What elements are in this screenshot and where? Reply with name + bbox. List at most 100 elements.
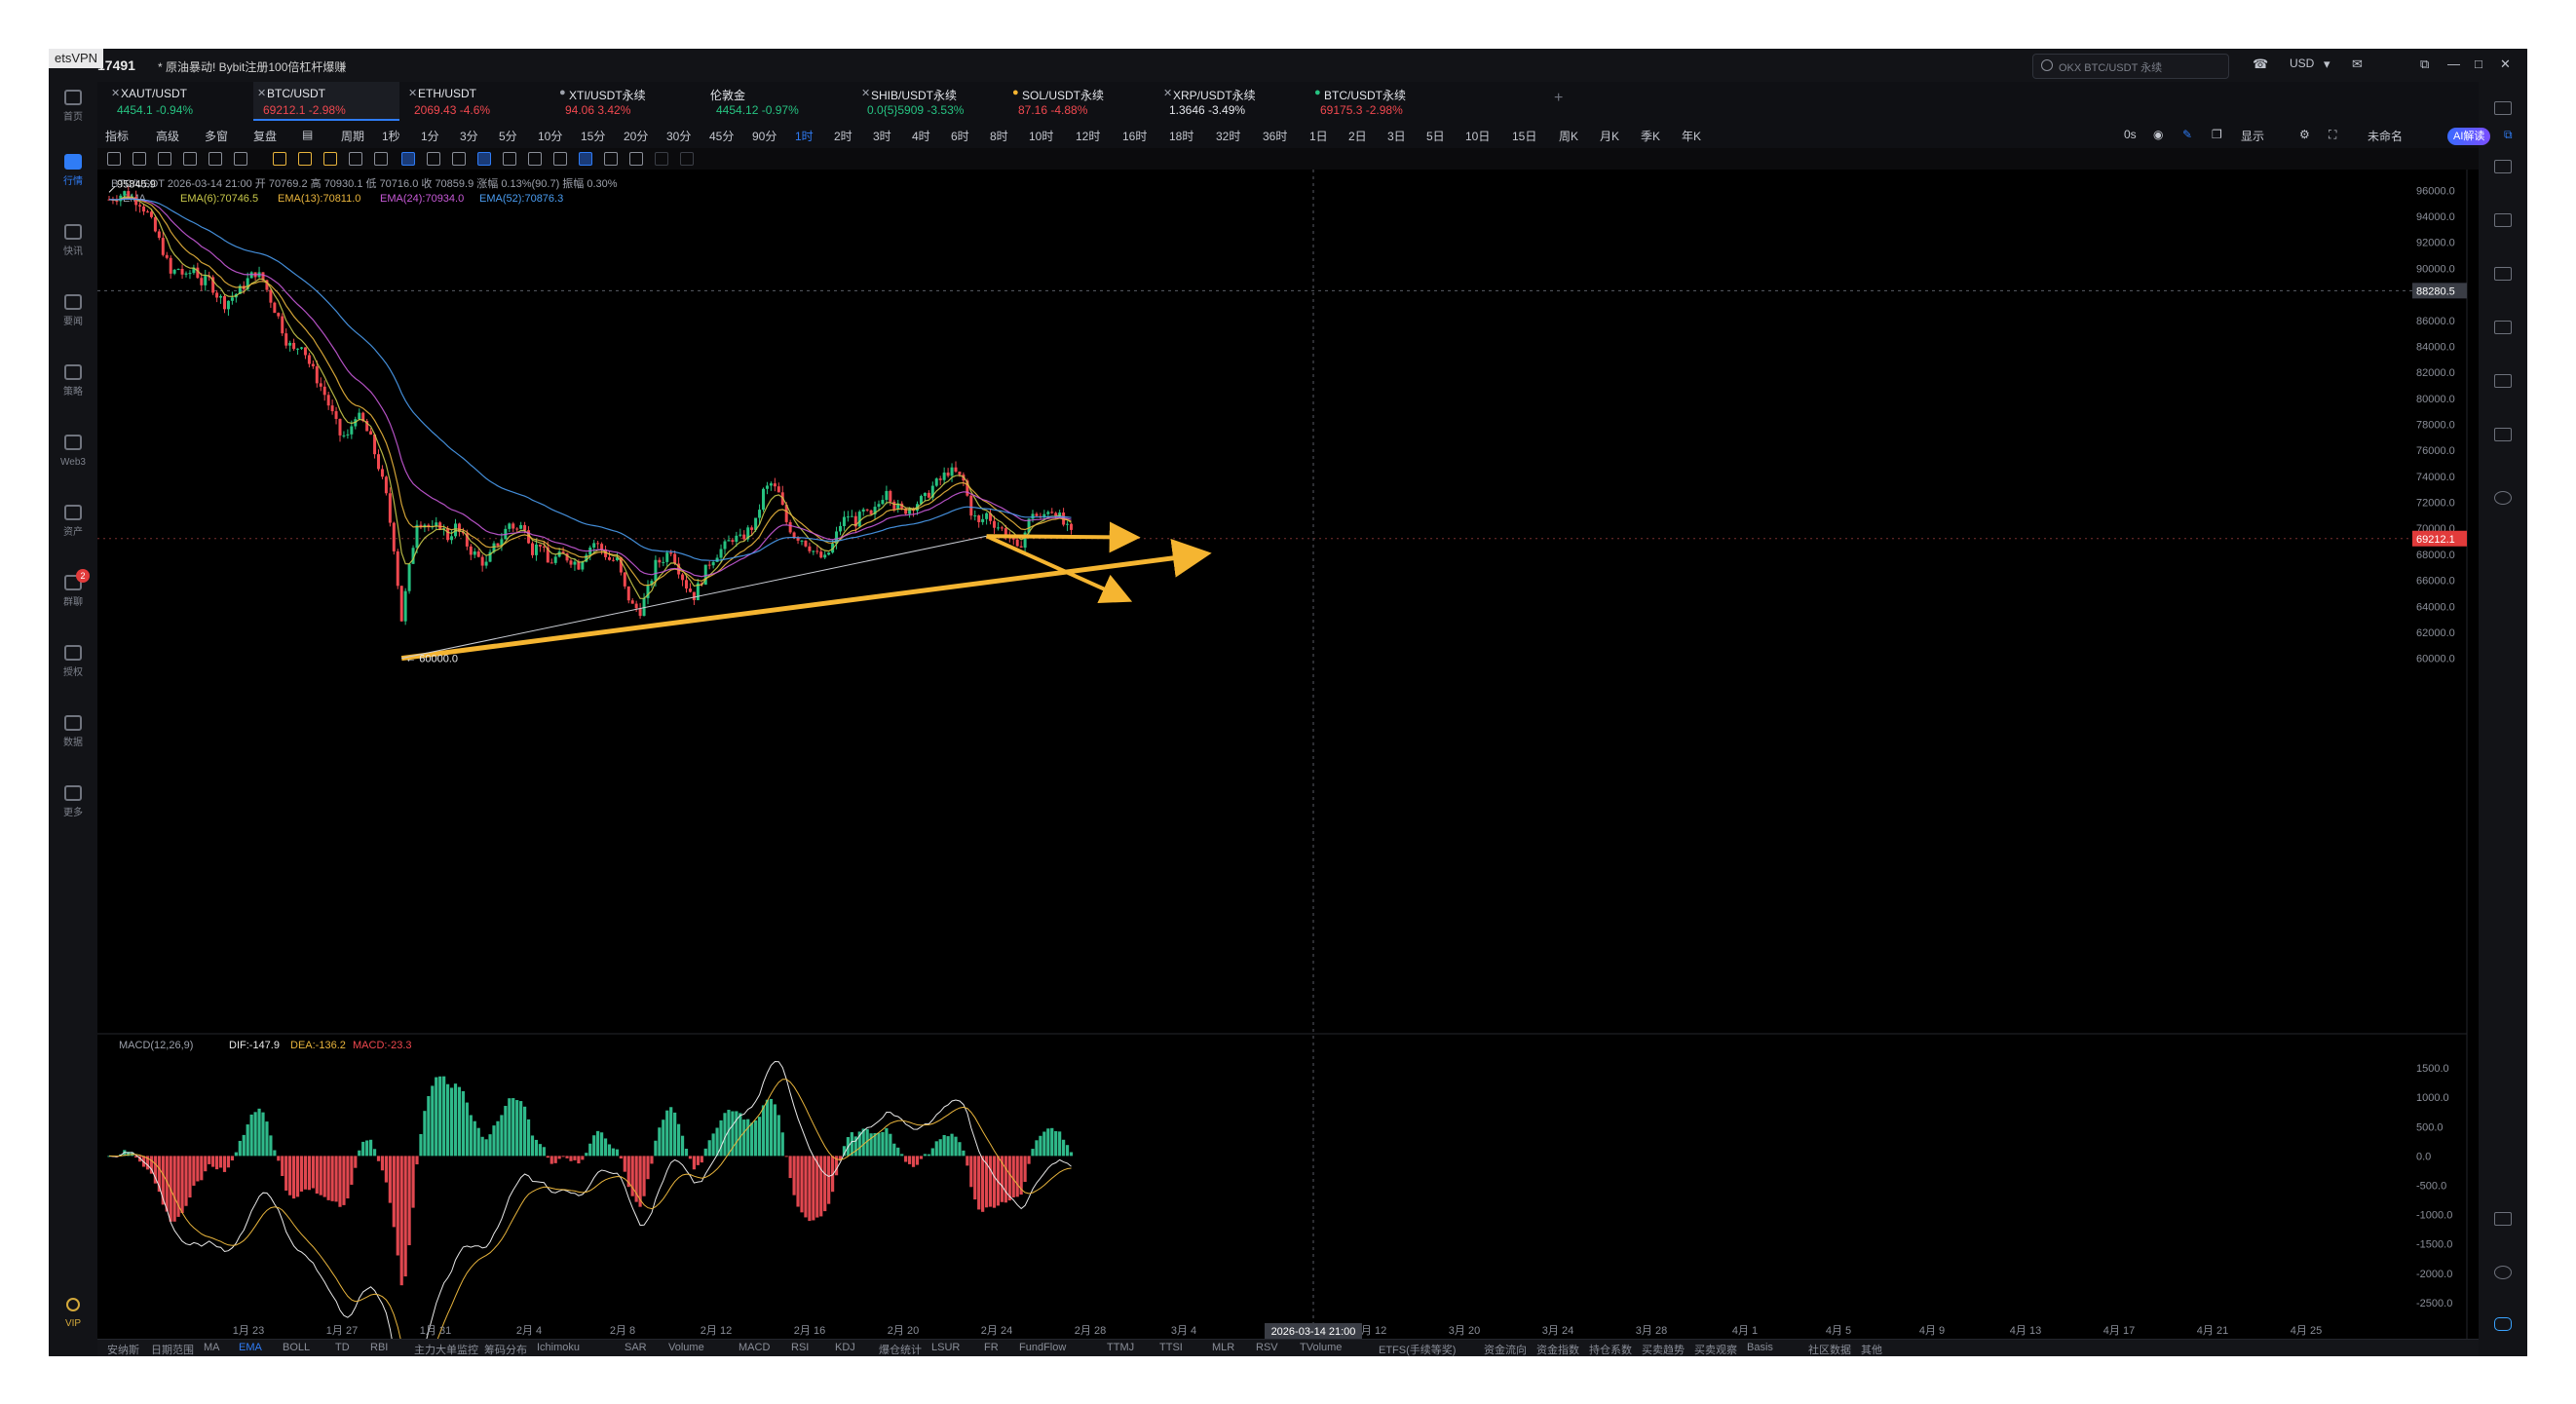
interval-10d[interactable]: 10日	[1465, 130, 1491, 143]
settings-icon[interactable]: ⚙	[2299, 128, 2310, 141]
chart-area[interactable]: BTC/USDT 2026-03-14 21:00 开 70769.2 高 70…	[97, 170, 2479, 1356]
robot-icon[interactable]	[2494, 428, 2512, 441]
indicator-tab[interactable]: 买卖趋势	[1642, 1345, 1685, 1356]
advanced-button[interactable]: 高级	[156, 130, 180, 143]
interval-1s[interactable]: 1秒	[382, 130, 400, 143]
tab-btc-usdt-perp[interactable]: ● BTC/USDT永续 69175.3 -2.98%	[1310, 82, 1457, 121]
interval-32h[interactable]: 32时	[1216, 130, 1241, 143]
redo-icon[interactable]	[680, 152, 694, 166]
tab-shib-usdt[interactable]: ✕ SHIB/USDT永续 0.0{5}5909 -3.53%	[857, 82, 1004, 121]
tab-sol-usdt[interactable]: ● SOL/USDT永续 87.16 -4.88%	[1008, 82, 1155, 121]
indicator-tab[interactable]: 安纳斯	[107, 1345, 139, 1356]
interval-90m[interactable]: 90分	[752, 130, 777, 143]
interval-5d[interactable]: 5日	[1426, 130, 1445, 143]
indicator-tab[interactable]: 爆仓统计	[879, 1345, 922, 1356]
chips-icon[interactable]	[323, 152, 337, 166]
add-tab-icon[interactable]: +	[1554, 90, 1564, 106]
camera-icon[interactable]: ◉	[2153, 128, 2164, 141]
close-icon[interactable]: ✕	[1163, 88, 1173, 99]
indicator-tab[interactable]: FundFlow	[1019, 1342, 1067, 1353]
layout-name-dropdown[interactable]: 未命名	[2368, 130, 2404, 143]
multi-window-button[interactable]: 多窗	[205, 130, 229, 143]
window-popout-icon[interactable]: ⧉	[2420, 57, 2430, 71]
tab-xti-usdt[interactable]: ● XTI/USDT永续 94.06 3.42%	[555, 82, 701, 121]
undo-icon[interactable]	[655, 152, 668, 166]
close-icon[interactable]: ✕	[257, 88, 267, 99]
close-icon[interactable]: ✕	[111, 88, 121, 99]
interval-3d[interactable]: 3日	[1387, 130, 1406, 143]
depth-icon[interactable]	[2494, 213, 2512, 227]
interval-15m[interactable]: 15分	[581, 130, 606, 143]
large-order-icon[interactable]	[298, 152, 312, 166]
indicator-tab[interactable]: EMA	[239, 1342, 262, 1353]
replay-button[interactable]: 复盘	[253, 130, 278, 143]
sidebar-item-market[interactable]: 行情	[49, 146, 97, 205]
interval-3h[interactable]: 3时	[873, 130, 891, 143]
indicator-tab[interactable]: Basis	[1747, 1342, 1773, 1353]
sidebar-item-strategy[interactable]: 策略	[49, 357, 97, 415]
indicator-tab[interactable]: ETFS(手续等奖)	[1379, 1345, 1457, 1356]
highlight-icon[interactable]	[579, 152, 592, 166]
indicator-tab[interactable]: 筹码分布	[484, 1345, 527, 1356]
announcement-banner[interactable]: * 原油暴动! Bybit注册100倍杠杆爆赚	[158, 60, 347, 74]
interval-10m[interactable]: 10分	[538, 130, 563, 143]
sidebar-item-more[interactable]: 更多	[49, 778, 97, 836]
interval-18h[interactable]: 18时	[1169, 130, 1194, 143]
interval-5m[interactable]: 5分	[499, 130, 517, 143]
pattern-icon[interactable]	[503, 152, 516, 166]
sidebar-item-web3[interactable]: Web3	[49, 427, 97, 485]
sidebar-item-home[interactable]: 首页	[49, 82, 97, 140]
interval-45m[interactable]: 45分	[709, 130, 735, 143]
trendline-icon[interactable]	[208, 152, 222, 166]
indicator-tab[interactable]: TTSI	[1159, 1342, 1183, 1353]
mail-icon[interactable]: ✉	[2352, 57, 2363, 71]
tab-btc-usdt[interactable]: ✕ BTC/USDT 69212.1 -2.98%	[253, 82, 399, 121]
panel-icon[interactable]	[2494, 1212, 2512, 1226]
assistant-icon[interactable]	[2494, 1317, 2512, 1331]
close-icon[interactable]: ✕	[861, 88, 871, 99]
indicator-tab[interactable]: RSV	[1256, 1342, 1278, 1353]
indicator-tab[interactable]: 其他	[1861, 1345, 1882, 1356]
price-chart-svg[interactable]: BTC/USDT 2026-03-14 21:00 开 70769.2 高 70…	[97, 170, 2479, 1356]
interval-month[interactable]: 月K	[1600, 130, 1620, 143]
display-toggle[interactable]: 显示	[2241, 130, 2265, 143]
interval-1m[interactable]: 1分	[421, 130, 439, 143]
indicator-tab[interactable]: 买卖观察	[1694, 1345, 1737, 1356]
copy-icon[interactable]: ❐	[2212, 128, 2222, 141]
sidebar-item-vip[interactable]: VIP	[49, 1290, 97, 1348]
interval-3m[interactable]: 3分	[460, 130, 478, 143]
indicator-tab[interactable]: BOLL	[283, 1342, 311, 1353]
interval-2h[interactable]: 2时	[834, 130, 852, 143]
crosshair-tool-icon[interactable]	[477, 152, 491, 166]
interval-6h[interactable]: 6时	[951, 130, 969, 143]
indicator-tab[interactable]: 主力大单监控	[414, 1345, 478, 1356]
tab-london-gold[interactable]: 伦敦金 4454.12 -0.97%	[706, 82, 852, 121]
interval-week[interactable]: 周K	[1559, 130, 1579, 143]
interval-8h[interactable]: 8时	[990, 130, 1008, 143]
more-tools-icon[interactable]	[234, 152, 247, 166]
interval-16h[interactable]: 16时	[1122, 130, 1148, 143]
sidebar-item-data[interactable]: 数据	[49, 707, 97, 766]
menu-icon[interactable]	[107, 152, 121, 166]
line-icon[interactable]	[158, 152, 171, 166]
maximize-icon[interactable]: □	[2475, 57, 2482, 71]
indicator-tab[interactable]: LSUR	[931, 1342, 961, 1353]
indicator-tab[interactable]: 社区数据	[1808, 1345, 1851, 1356]
indicator-tab[interactable]: MLR	[1212, 1342, 1235, 1353]
interval-20m[interactable]: 20分	[624, 130, 649, 143]
cursor-tool-icon[interactable]	[401, 152, 415, 166]
trend-icon[interactable]	[2494, 267, 2512, 281]
main-force-icon[interactable]	[273, 152, 286, 166]
interval-15d[interactable]: 15日	[1512, 130, 1537, 143]
interval-36h[interactable]: 36时	[1263, 130, 1288, 143]
share-icon[interactable]: ⧉	[2504, 128, 2513, 141]
bell-icon[interactable]: ☎	[2253, 57, 2269, 71]
orderbook-icon[interactable]	[2494, 160, 2512, 173]
sidebar-item-authorize[interactable]: 授权	[49, 637, 97, 696]
search-input[interactable]: OKX BTC/USDT 永续	[2032, 54, 2229, 79]
interval-1d[interactable]: 1日	[1309, 130, 1328, 143]
rect-icon[interactable]	[183, 152, 197, 166]
indicator-tab[interactable]: Ichimoku	[537, 1342, 581, 1353]
indicator-tab[interactable]: TTMJ	[1107, 1342, 1135, 1353]
indicator-tab[interactable]: TD	[335, 1342, 350, 1353]
